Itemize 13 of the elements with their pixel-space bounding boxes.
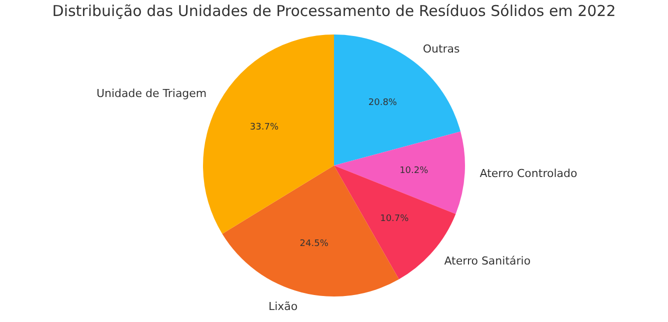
- data-label: 10.7%: [380, 214, 410, 224]
- slice-label: Lixão: [268, 300, 298, 313]
- slice-label: Aterro Sanitário: [444, 254, 531, 268]
- data-label: 20.8%: [368, 98, 398, 108]
- data-label: 24.5%: [300, 238, 329, 249]
- chart-title: Distribuição das Unidades de Processamento de Resíduos Sólidos em 2022: [52, 2, 616, 20]
- data-label: 33.7%: [250, 122, 279, 132]
- slice-label: Aterro Controlado: [480, 166, 578, 180]
- slice-label: Outras: [422, 42, 460, 56]
- pie-slice: [334, 131, 465, 214]
- slice-label: Unidade de Triagem: [96, 87, 207, 100]
- data-label: 10.2%: [400, 166, 429, 176]
- pie-slice: [334, 34, 461, 166]
